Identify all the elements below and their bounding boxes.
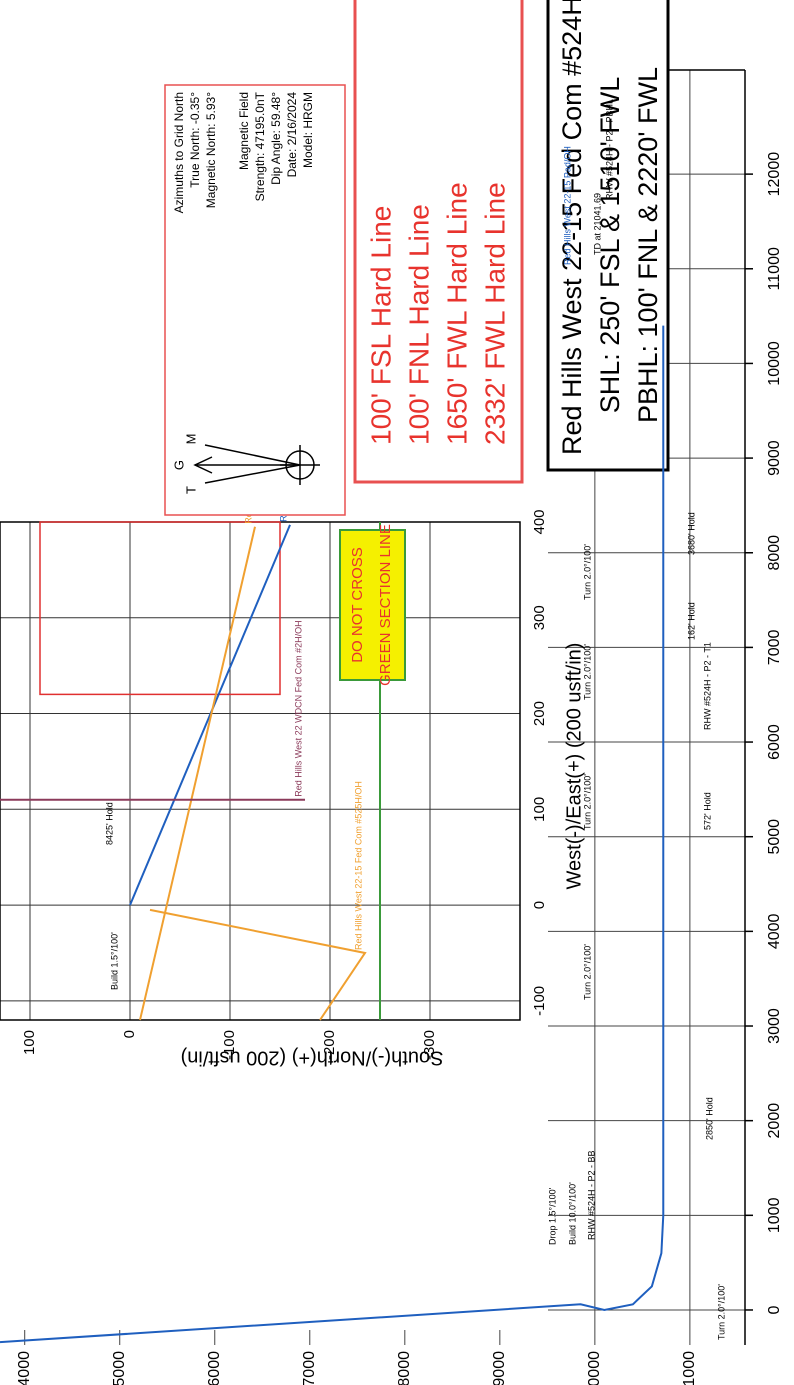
annotation: Turn 2.0°/100' bbox=[716, 1284, 726, 1340]
y-tick-label: 8000 bbox=[396, 1351, 413, 1385]
x-tick-label: 0 bbox=[766, 1305, 783, 1314]
hard-line: 1650' FWL Hard Line bbox=[441, 182, 472, 445]
y-tick-label: 5000 bbox=[111, 1351, 128, 1385]
north-symbol: T bbox=[183, 486, 198, 494]
well-path bbox=[139, 526, 256, 1021]
y-tick-label: 10000 bbox=[586, 1351, 603, 1385]
well-path bbox=[149, 908, 367, 1021]
x-tick-label: 1000 bbox=[766, 1197, 783, 1233]
azimuth-text: Azimuths to Grid North bbox=[172, 92, 186, 213]
shl: SHL: 250' FSL & 1510' FWL bbox=[595, 77, 625, 413]
x-tick-label: 300 bbox=[531, 605, 548, 630]
title-box bbox=[546, 0, 670, 472]
y-tick-label: -300 bbox=[421, 1030, 438, 1060]
annotation: 3680' Hold bbox=[686, 512, 696, 555]
north-symbol: G bbox=[171, 460, 186, 470]
x-tick-label: 11000 bbox=[766, 247, 783, 290]
y-tick-label: 4000 bbox=[16, 1351, 33, 1385]
x-tick-label: 4000 bbox=[766, 913, 783, 949]
field-text: Strength: 47195.0nT bbox=[253, 91, 267, 201]
x-tick-label: 100 bbox=[531, 797, 548, 822]
x-tick-label: 400 bbox=[531, 509, 548, 534]
north-arrows bbox=[193, 444, 320, 485]
annotation: Turn 2.0°/100' bbox=[582, 644, 592, 700]
y-tick-label: 0 bbox=[121, 1030, 138, 1038]
y-tick-label: -100 bbox=[221, 1030, 238, 1060]
annotation: Drop 1.5°/100' bbox=[547, 1187, 557, 1245]
title: Red Hills West 22-15 Fed Com #524H bbox=[557, 0, 587, 455]
annotation: Turn 2.0°/100' bbox=[582, 544, 592, 600]
x-tick-label: 200 bbox=[531, 701, 548, 726]
y-tick-label: 6000 bbox=[206, 1351, 223, 1385]
x-tick-label: 10000 bbox=[766, 341, 783, 386]
annotation: 2850' Hold bbox=[704, 1097, 714, 1140]
warning-box bbox=[339, 529, 406, 681]
y-tick-label: 100 bbox=[21, 1030, 38, 1055]
foreground: Red Hills West 22-15 Pad/OH Drop 1.5°/100… bbox=[0, 99, 726, 1344]
annotation: RHW #524H - P2 - T1 bbox=[702, 642, 712, 730]
annotation: RHW #524H - P2 - PBHL bbox=[604, 99, 614, 200]
x-tick-label: 8000 bbox=[766, 535, 783, 571]
y-tick-label: 7000 bbox=[301, 1351, 318, 1385]
annotation: 8425' Hold bbox=[104, 802, 114, 845]
annotation: Turn 2.0°/100' bbox=[582, 944, 592, 1000]
x-tick-label: 7000 bbox=[766, 629, 783, 665]
hard-line: 2332' FWL Hard Line bbox=[479, 182, 510, 445]
annotation: RHW #524H - P2 - BB bbox=[586, 1150, 596, 1240]
series-label: Red Hills West 22 WDCN Fed Com #2H/OH bbox=[293, 620, 303, 796]
azimuth-text: Magnetic North: 5.93° bbox=[204, 92, 218, 208]
hard-line-box bbox=[353, 0, 524, 484]
annotation: TD at 21041.69 bbox=[592, 193, 602, 255]
field-text: Magnetic Field bbox=[237, 92, 251, 170]
annotation: 162' Hold bbox=[686, 602, 696, 640]
x-tick-label: 0 bbox=[531, 901, 548, 909]
pbhl: PBHL: 100' FNL & 2220' FWL bbox=[633, 67, 663, 423]
y-tick-label: 11000 bbox=[681, 1351, 698, 1385]
x-tick-label: -100 bbox=[531, 986, 548, 1016]
x-tick-label: 12000 bbox=[766, 152, 783, 197]
field-text: Dip Angle: 59.48° bbox=[269, 92, 283, 185]
warning-text: DO NOT CROSS bbox=[349, 547, 366, 663]
series-label: Red Hills West 22-15 Fed Com #525H/OH bbox=[353, 781, 363, 950]
series-label: Red Hills West 22-15 Pad/OH bbox=[562, 146, 572, 265]
annotation: Build 10.0°/100' bbox=[567, 1182, 577, 1245]
field-text: Date: 2/16/2024 bbox=[285, 92, 299, 178]
hard-line: 100' FSL Hard Line bbox=[365, 206, 396, 445]
north-box bbox=[164, 84, 346, 516]
x-tick-label: 5000 bbox=[766, 819, 783, 855]
azimuth-text: True North: -0.35° bbox=[188, 92, 202, 188]
well-path bbox=[0, 325, 665, 1344]
annotation: Turn 2.0°/100' bbox=[582, 774, 592, 830]
y-axis-label: South(-)/North(+) (200 usft/in) bbox=[181, 1047, 444, 1069]
annotation: 572' Hold bbox=[702, 792, 712, 830]
y-tick-label: 9000 bbox=[491, 1351, 508, 1385]
well-path bbox=[129, 524, 291, 906]
hard-line-rect bbox=[39, 521, 281, 696]
x-tick-label: 2000 bbox=[766, 1103, 783, 1139]
y-tick-label: -200 bbox=[321, 1030, 338, 1060]
info-boxes: Red Hills West 22-15 Fed Com #524H SHL: … bbox=[164, 0, 670, 516]
x-tick-label: 3000 bbox=[766, 1008, 783, 1044]
x-tick-label: 9000 bbox=[766, 440, 783, 476]
hard-line: 100' FNL Hard Line bbox=[403, 204, 434, 445]
x-tick-label: 6000 bbox=[766, 724, 783, 760]
x-axis-label: West(-)/East(+) (200 usft/in) bbox=[563, 643, 585, 890]
warning-text: GREEN SECTION LINE bbox=[377, 524, 394, 686]
annotation: Build 1.5°/100' bbox=[109, 932, 119, 990]
north-symbol: M bbox=[183, 434, 198, 445]
field-text: Model: HRGM bbox=[301, 92, 315, 168]
